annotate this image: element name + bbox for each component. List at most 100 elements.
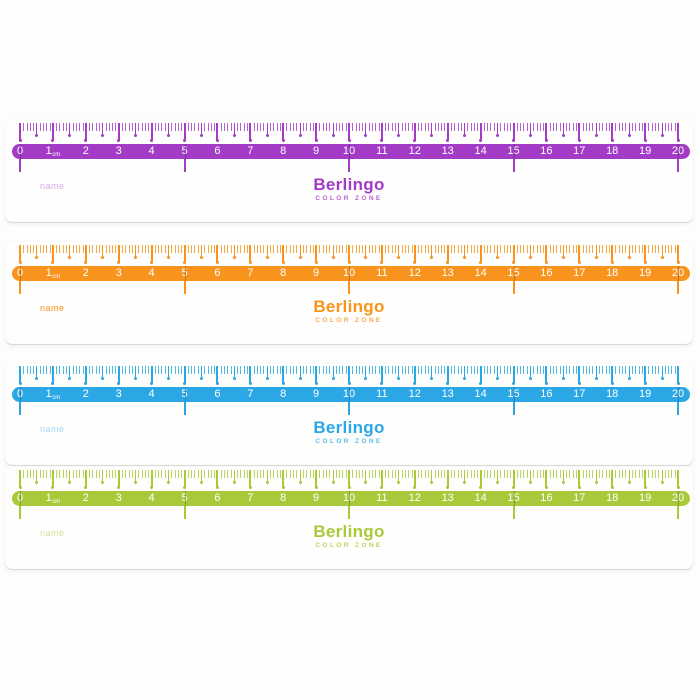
centimeter-tick	[248, 245, 252, 264]
millimeter-tick	[608, 123, 610, 131]
millimeter-tick	[375, 470, 377, 478]
millimeter-tick	[59, 245, 61, 253]
millimeter-tick	[510, 123, 512, 131]
scale-number: 3	[115, 388, 122, 400]
millimeter-tick	[56, 366, 58, 374]
millimeter-tick	[608, 366, 610, 374]
scale-number: 15	[507, 145, 520, 157]
millimeter-tick	[641, 366, 643, 374]
scale-number: 1cm	[45, 388, 61, 401]
millimeter-tick	[191, 470, 193, 478]
millimeter-tick	[105, 470, 107, 478]
scale-number: 10	[342, 267, 356, 279]
millimeter-tick	[411, 470, 413, 478]
centimeter-tick	[479, 470, 483, 489]
scale-number: 9	[313, 267, 320, 279]
millimeter-tick	[194, 245, 196, 253]
millimeter-tick	[256, 366, 258, 374]
millimeter-tick	[345, 123, 347, 131]
millimeter-tick	[335, 470, 337, 478]
millimeter-tick	[391, 470, 393, 478]
millimeter-tick	[204, 123, 206, 131]
millimeter-tick	[533, 366, 535, 374]
millimeter-tick	[536, 366, 538, 374]
scale-number: 18	[606, 267, 619, 279]
scale-number: 5	[181, 492, 188, 504]
millimeter-tick	[467, 245, 469, 253]
millimeter-tick	[286, 123, 288, 131]
millimeter-tick	[638, 470, 640, 478]
millimeter-tick	[263, 123, 265, 131]
millimeter-tick	[605, 470, 607, 478]
millimeter-tick	[664, 245, 666, 253]
millimeter-tick	[510, 245, 512, 253]
scale-number: 17	[573, 492, 586, 504]
millimeter-tick	[572, 366, 574, 374]
millimeter-tick	[388, 470, 390, 478]
brand-logo: Berlingo	[313, 175, 385, 194]
millimeter-tick	[569, 245, 571, 253]
centimeter-tick	[314, 123, 318, 142]
half-centimeter-tick	[232, 470, 236, 484]
millimeter-tick	[566, 123, 568, 131]
scale-number: 19	[638, 492, 652, 504]
millimeter-tick	[154, 123, 156, 131]
millimeter-tick	[500, 366, 502, 374]
millimeter-tick	[434, 245, 436, 253]
half-centimeter-tick	[35, 470, 39, 484]
millimeter-tick	[72, 245, 74, 253]
millimeter-tick	[622, 123, 624, 131]
centimeter-tick	[150, 366, 154, 385]
scale-number: 4	[148, 388, 155, 400]
scale-number: 11	[376, 492, 388, 504]
scale-number: 2	[82, 145, 89, 157]
millimeter-tick	[457, 366, 459, 374]
millimeter-tick	[260, 123, 262, 131]
millimeter-tick	[424, 366, 426, 374]
millimeter-tick	[75, 245, 77, 253]
half-centimeter-tick	[331, 245, 335, 259]
millimeter-tick	[138, 123, 140, 131]
millimeter-tick	[79, 366, 81, 374]
millimeter-tick	[62, 245, 64, 253]
millimeter-tick	[112, 470, 114, 478]
millimeter-tick	[411, 123, 413, 131]
millimeter-tick	[582, 366, 584, 374]
millimeter-tick	[668, 123, 670, 131]
millimeter-tick	[23, 123, 25, 131]
millimeter-tick	[536, 123, 538, 131]
millimeter-tick	[187, 245, 189, 253]
millimeter-tick	[654, 245, 656, 253]
five-cm-tick-below-band	[19, 281, 21, 294]
millimeter-tick	[230, 245, 232, 253]
millimeter-tick	[434, 123, 436, 131]
millimeter-tick	[418, 123, 420, 131]
millimeter-tick	[312, 245, 314, 253]
millimeter-tick	[526, 366, 528, 374]
ruler-blue: 0 1cm 2 3 4 5 6 7 8 9 10 11 12 13 14 15 16 17 18 19 20 name …	[5, 362, 693, 465]
millimeter-tick	[296, 245, 298, 253]
millimeter-tick	[441, 123, 443, 131]
millimeter-tick	[477, 123, 479, 131]
centimeter-tick	[380, 245, 384, 264]
millimeter-tick	[181, 366, 183, 374]
five-cm-tick-over-band	[349, 387, 350, 402]
scale-number: 6	[214, 267, 221, 279]
millimeter-tick	[256, 245, 258, 253]
millimeter-tick	[569, 470, 571, 478]
millimeter-tick	[286, 470, 288, 478]
millimeter-tick	[470, 470, 472, 478]
millimeter-tick	[59, 366, 61, 374]
five-cm-tick-over-band	[678, 387, 679, 402]
millimeter-tick	[46, 245, 48, 253]
scale-number: 18	[606, 388, 619, 400]
millimeter-tick	[207, 123, 209, 131]
millimeter-tick	[658, 366, 660, 374]
millimeter-tick	[174, 245, 176, 253]
millimeter-tick	[641, 123, 643, 131]
millimeter-tick	[145, 470, 147, 478]
millimeter-tick	[552, 366, 554, 374]
millimeter-tick	[470, 366, 472, 374]
half-centimeter-tick	[101, 470, 105, 484]
millimeter-tick	[424, 245, 426, 253]
